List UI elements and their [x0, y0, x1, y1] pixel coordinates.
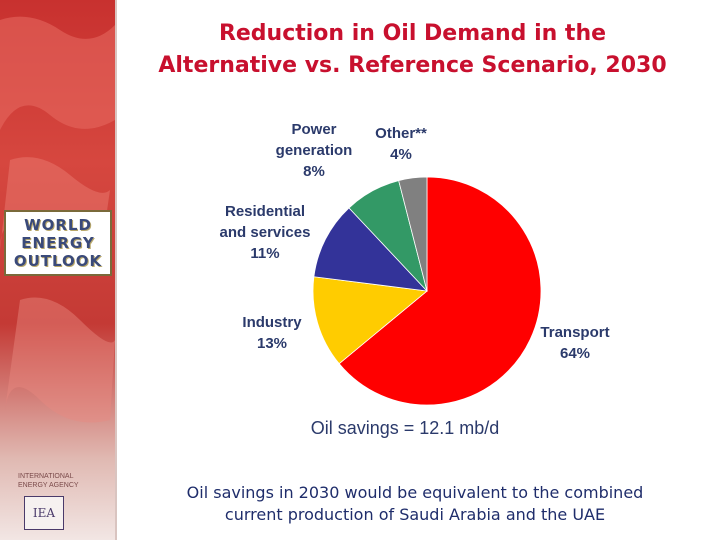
world-energy-outlook-logo: WORLD ENERGY OUTLOOK — [4, 210, 112, 276]
slice-label-industry: Industry 13% — [242, 314, 302, 352]
slice-label-line: 4% — [390, 146, 412, 163]
slice-label-line: Other** — [375, 125, 427, 142]
pie-chart: Transport 64% Industry 13% Residential and se… — [220, 121, 610, 406]
pie-slice-transport — [338, 176, 542, 406]
slice-label-transport: Transport 64% — [540, 324, 609, 362]
pie-slice-residential — [313, 207, 429, 292]
sidebar-divider — [115, 0, 117, 540]
agency-line-2: ENERGY AGENCY — [18, 482, 79, 489]
title-line-1: Reduction in Oil Demand in the — [218, 21, 607, 46]
slide-title: Reduction in Oil Demand in the Alternati… — [120, 18, 705, 82]
iea-logo: IEA — [24, 496, 64, 530]
oil-savings-caption: Oil savings = 12.1 mb/d — [310, 418, 500, 438]
slice-label-line: 64% — [560, 345, 590, 362]
title-line-2: Alternative vs. Reference Scenario, 2030 — [158, 53, 667, 78]
slice-label-power: Power generation 8% — [276, 121, 353, 180]
slice-label-residential: Residential and services 11% — [220, 203, 311, 262]
slice-label-line: Residential — [225, 203, 305, 220]
slice-label-line: Power — [291, 121, 336, 138]
footnote: Oil savings in 2030 would be equivalent … — [130, 482, 700, 526]
agency-name: INTERNATIONAL ENERGY AGENCY — [18, 472, 98, 490]
slice-label-line: and services — [220, 224, 311, 241]
agency-line-1: INTERNATIONAL — [18, 473, 74, 480]
logo-line-1: WORLD — [24, 216, 92, 234]
logo-line-2: ENERGY — [21, 234, 95, 252]
footnote-line-1: Oil savings in 2030 would be equivalent … — [186, 483, 644, 502]
slice-label-other: Other** 4% — [375, 125, 427, 163]
slice-label-line: Transport — [540, 324, 609, 341]
logo-line-3: OUTLOOK — [13, 252, 103, 270]
pie-slice-other — [398, 176, 428, 292]
pie-slice-industry — [312, 276, 428, 365]
slice-label-line: 13% — [257, 335, 287, 352]
slice-label-line: generation — [276, 142, 353, 159]
slice-label-line: Industry — [242, 314, 302, 331]
slice-label-line: 8% — [303, 163, 325, 180]
footnote-line-2: current production of Saudi Arabia and t… — [224, 505, 606, 524]
slice-label-line: 11% — [250, 245, 279, 262]
